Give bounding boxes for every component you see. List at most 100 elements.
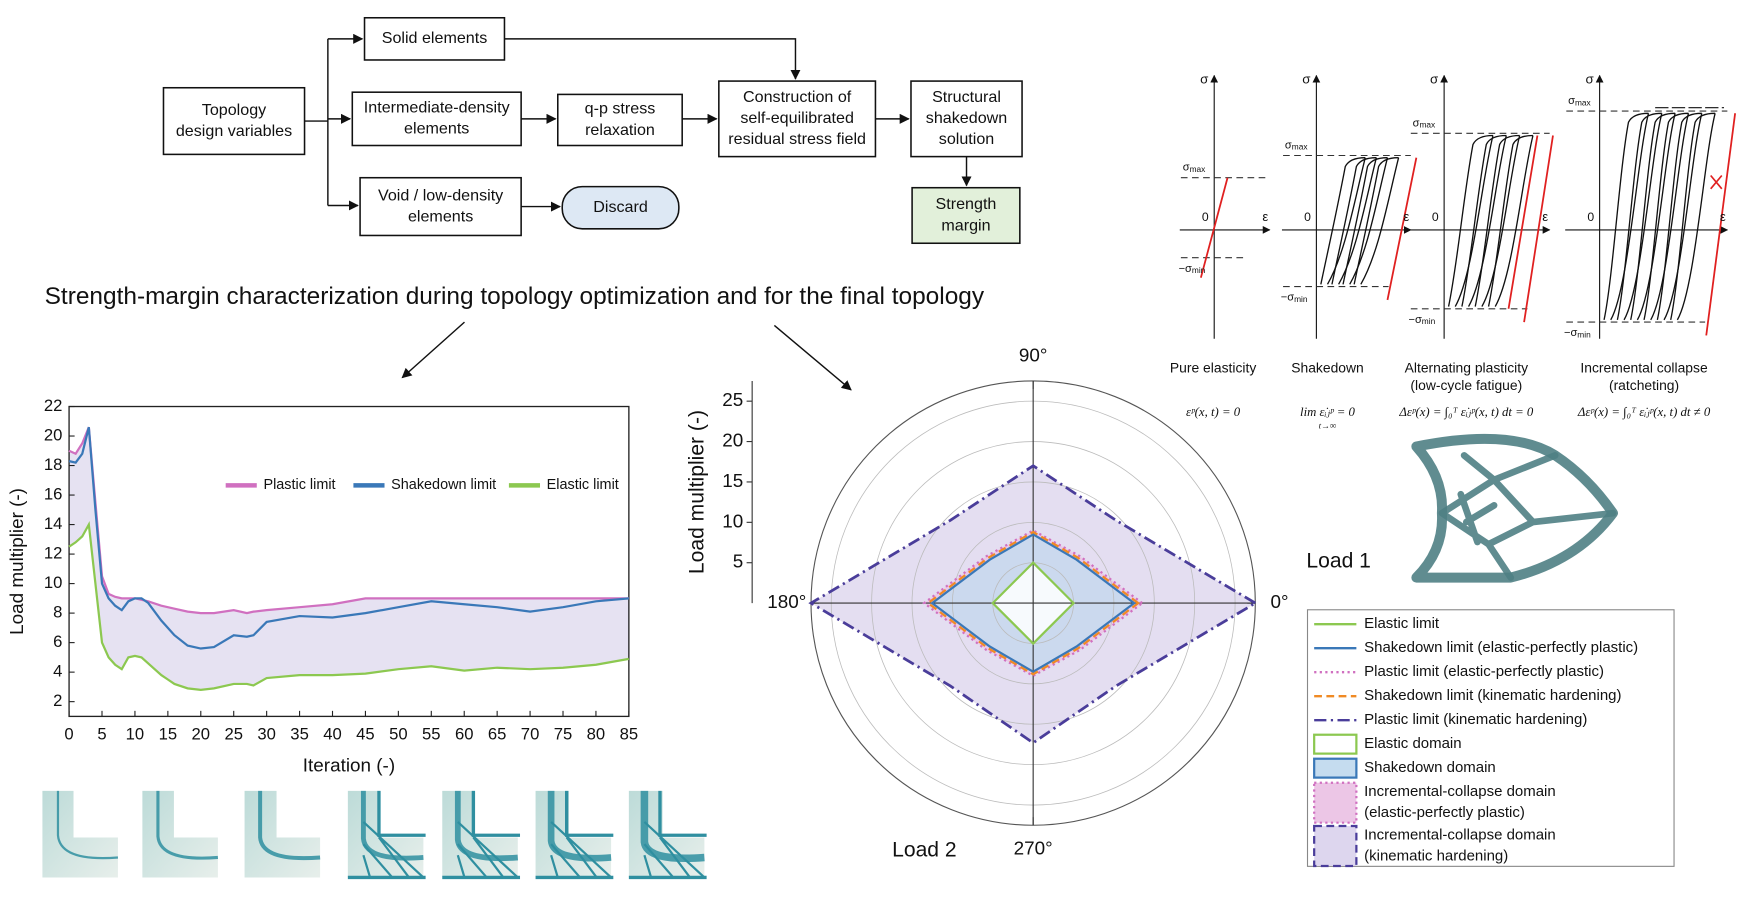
legend-box bbox=[1306, 609, 1675, 867]
x-tick-label: 20 bbox=[192, 725, 211, 744]
y-tick-label: 14 bbox=[44, 514, 63, 533]
hysteresis-loop bbox=[1447, 134, 1494, 307]
legend-label: Shakedown domain bbox=[1364, 759, 1496, 776]
load-path bbox=[1200, 177, 1229, 278]
flow-label: Solid elements bbox=[382, 29, 488, 47]
hysteresis-loop bbox=[1630, 112, 1676, 321]
theta-tick-label: 270° bbox=[1014, 838, 1053, 859]
axis-label: ε bbox=[1262, 209, 1268, 224]
final-topology bbox=[1411, 433, 1618, 583]
load-path bbox=[1386, 157, 1418, 301]
x-tick-label: 25 bbox=[224, 725, 243, 744]
y-tick-label: 20 bbox=[44, 425, 63, 444]
label-sub: max bbox=[1420, 120, 1437, 130]
panel-title: Alternating plasticity bbox=[1405, 359, 1528, 375]
level-line bbox=[1180, 177, 1270, 259]
legend-label: Elastic limit bbox=[1364, 615, 1440, 632]
hysteresis-panel bbox=[1179, 74, 1271, 339]
axis-label: ε bbox=[1542, 209, 1548, 224]
thumbnail bbox=[142, 790, 219, 878]
label-sub: min bbox=[1192, 265, 1206, 275]
theta-tick-label: 90° bbox=[1019, 346, 1048, 367]
panel-formula: t→∞ bbox=[1319, 421, 1337, 431]
stress-level-label: −σmin bbox=[1408, 314, 1435, 326]
hysteresis-loop bbox=[1331, 157, 1378, 285]
annotation: Load 1 bbox=[1306, 550, 1371, 573]
x-tick-label: 60 bbox=[455, 725, 474, 744]
x-tick-label: 65 bbox=[488, 725, 507, 744]
legend-swatch bbox=[1313, 733, 1358, 755]
origin-label: 0 bbox=[1304, 210, 1311, 224]
thumb-member bbox=[547, 790, 612, 862]
arrow bbox=[773, 324, 852, 391]
y-tick-label: 12 bbox=[44, 543, 63, 562]
x-tick-label: 15 bbox=[159, 725, 178, 744]
panel-title: Shakedown bbox=[1291, 359, 1364, 375]
flow-box bbox=[162, 86, 306, 156]
hysteresis-loop bbox=[1474, 134, 1521, 307]
arrow bbox=[401, 321, 465, 379]
label-sub: min bbox=[1577, 330, 1591, 340]
hysteresis-loop bbox=[1487, 134, 1534, 307]
flow-label: solution bbox=[939, 130, 994, 148]
panel-formula: Δεᵖ(x) = ∫₀ᵀ ε̇ᵢⱼᵖ(x, t) dt ≠ 0 bbox=[1577, 405, 1711, 420]
axis-label: σ bbox=[1430, 71, 1439, 86]
hysteresis-loop bbox=[1342, 157, 1389, 285]
hysteresis-loop bbox=[1670, 112, 1716, 321]
x-tick-label: 0 bbox=[64, 725, 73, 744]
thumb-shape bbox=[142, 790, 218, 878]
load-path bbox=[1507, 135, 1554, 323]
series-line bbox=[68, 520, 630, 691]
label-main: σ bbox=[1413, 117, 1420, 129]
series-line bbox=[68, 426, 629, 650]
panel-formula: Δεᵖ(x) = ∫₀ᵀ ε̇ᵢⱼᵖ(x, t) dt = 0 bbox=[1398, 405, 1534, 420]
x-tick-label: 50 bbox=[389, 725, 408, 744]
annotation: Load 2 bbox=[892, 838, 957, 861]
flow-label: Construction of bbox=[743, 88, 852, 106]
y-tick-label: 2 bbox=[53, 691, 62, 710]
label-main: σ bbox=[1568, 95, 1575, 107]
thumb-member bbox=[258, 790, 321, 861]
legend-label: (elastic-perfectly plastic) bbox=[1364, 804, 1525, 821]
panel-title: (low-cycle fatigue) bbox=[1410, 377, 1522, 393]
flow-label: Structural bbox=[932, 88, 1001, 106]
flow-label: residual stress field bbox=[728, 130, 866, 148]
x-axis-label: Iteration (-) bbox=[303, 755, 395, 776]
flow-label: margin bbox=[941, 216, 990, 234]
flow-label: Strength bbox=[936, 195, 997, 213]
legend-label: Plastic limit (kinematic hardening) bbox=[1364, 711, 1587, 728]
flow-box bbox=[718, 80, 877, 158]
axis-label: ε bbox=[1403, 209, 1409, 224]
stress-level-label: −σmin bbox=[1564, 327, 1591, 339]
plot-frame bbox=[68, 405, 630, 718]
origin-label: 0 bbox=[1432, 210, 1439, 224]
label-main: σ bbox=[1183, 162, 1190, 174]
panel-title: Pure elasticity bbox=[1170, 359, 1256, 375]
r-axis-label: Load multiplier (-) bbox=[685, 410, 708, 574]
stress-level-label: σmax bbox=[1183, 162, 1206, 174]
x-tick-label: 35 bbox=[290, 725, 309, 744]
thumb-member bbox=[640, 790, 705, 863]
label-main: −σ bbox=[1281, 292, 1294, 304]
hysteresis-loop bbox=[1643, 112, 1690, 321]
x-tick-label: 75 bbox=[554, 725, 573, 744]
theta-tick-label: 180° bbox=[767, 592, 806, 613]
axis-label: σ bbox=[1586, 71, 1595, 86]
thumb-shape bbox=[42, 790, 118, 878]
thumbnail bbox=[535, 790, 614, 880]
stress-level-label: −σmin bbox=[1281, 292, 1308, 304]
origin-label: 0 bbox=[1202, 210, 1209, 224]
flow-label: Intermediate-density bbox=[364, 99, 511, 117]
hysteresis-loop bbox=[1320, 157, 1366, 285]
legend-label: Incremental-collapse domain bbox=[1364, 826, 1556, 843]
thumb-member bbox=[360, 790, 424, 861]
load-path bbox=[1705, 113, 1737, 336]
legend-swatch bbox=[1313, 757, 1358, 779]
thumbnail bbox=[442, 790, 521, 880]
x-tick-label: 30 bbox=[257, 725, 276, 744]
legend-label: Elastic limit bbox=[547, 477, 619, 493]
shade-area bbox=[69, 427, 629, 690]
thumb-member bbox=[550, 821, 612, 879]
polar-series bbox=[930, 533, 1136, 674]
legend-label: Plastic limit (elastic-perfectly plastic… bbox=[1364, 663, 1604, 680]
